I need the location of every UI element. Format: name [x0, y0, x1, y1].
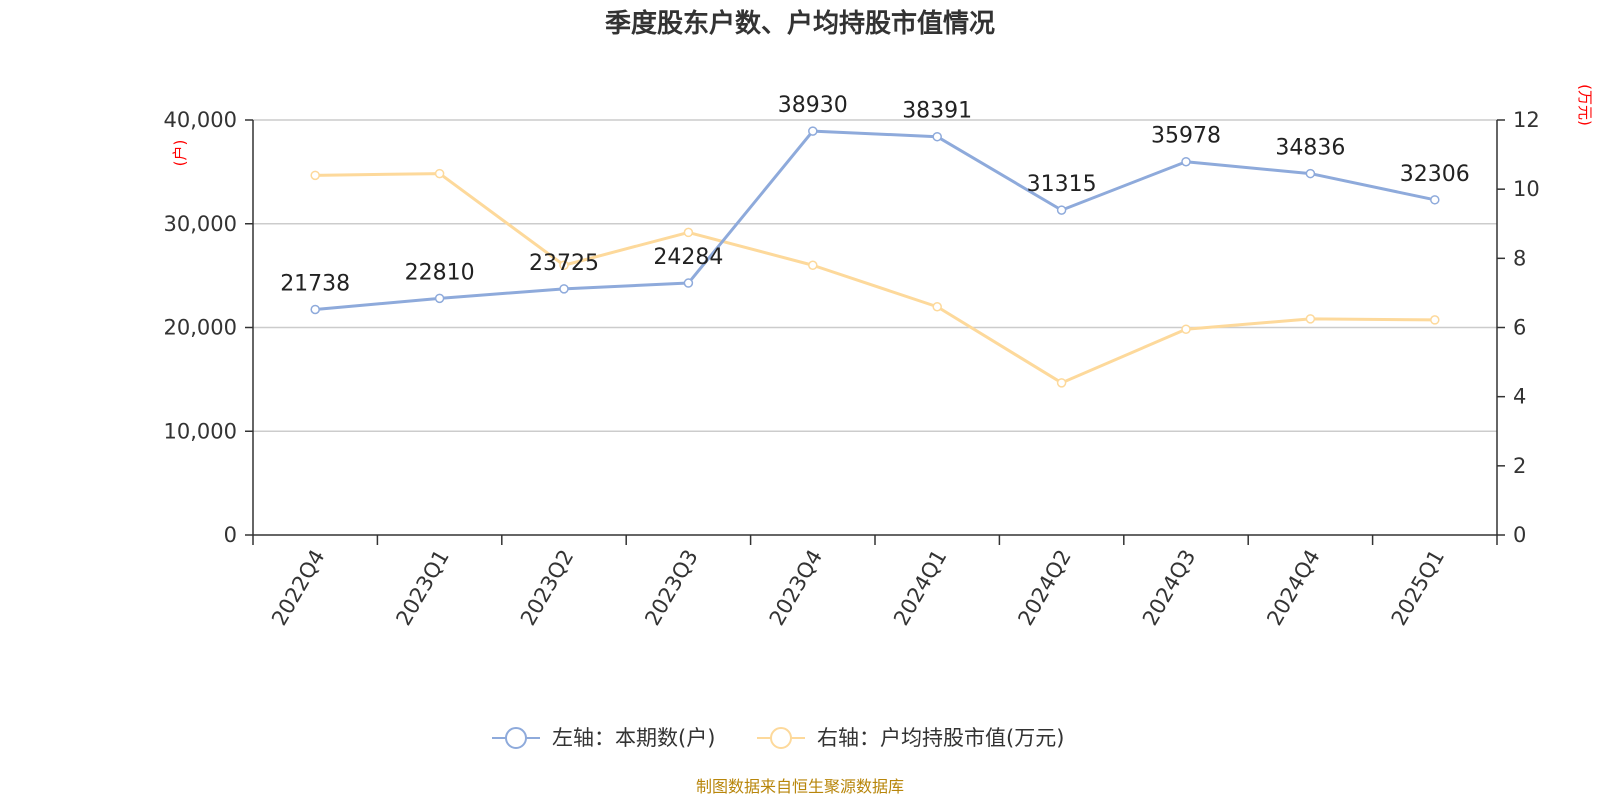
right-tick-label: 8	[1513, 246, 1526, 270]
x-tick-label: 2023Q2	[516, 546, 578, 630]
right-tick-label: 10	[1513, 177, 1540, 201]
data-point[interactable]	[434, 293, 445, 304]
data-label: 21738	[280, 271, 350, 296]
left-tick-label: 40,000	[164, 108, 237, 132]
data-point[interactable]	[1181, 156, 1191, 167]
data-point[interactable]	[1056, 378, 1067, 388]
data-label: 35978	[1151, 124, 1221, 149]
data-point[interactable]	[1305, 168, 1316, 179]
data-point[interactable]	[683, 278, 694, 288]
series-layer	[310, 126, 1440, 388]
right-tick-label: 2	[1513, 454, 1526, 478]
data-label: 32306	[1400, 162, 1470, 187]
data-label: 34836	[1275, 136, 1345, 161]
x-tick-label: 2023Q3	[640, 546, 702, 630]
data-point[interactable]	[559, 260, 569, 270]
left-tick-label: 0	[224, 523, 237, 547]
x-tick-label: 2024Q3	[1138, 546, 1200, 630]
series-line	[315, 172, 1435, 385]
chart-title: 季度股东户数、户均持股市值情况	[605, 8, 995, 39]
x-tick-label: 2023Q1	[391, 546, 453, 630]
x-tick-label: 2022Q4	[267, 546, 329, 630]
series-line	[315, 129, 1436, 311]
legend-item-right[interactable]: 右轴：户均持股市值(万元)	[757, 726, 1064, 750]
legend-label-left: 左轴：本期数(户)	[552, 726, 715, 750]
right-tick-label: 4	[1513, 385, 1526, 409]
x-tick-label: 2024Q2	[1013, 546, 1075, 630]
data-point[interactable]	[808, 260, 818, 270]
right-axis-unit: (万元)	[1576, 84, 1594, 126]
grid-lines	[253, 119, 1497, 432]
x-tick-label: 2024Q1	[889, 546, 951, 630]
legend-circle-icon	[770, 727, 792, 749]
x-tick-label: 2025Q1	[1387, 546, 1449, 630]
data-point[interactable]	[808, 126, 818, 136]
data-label: 23725	[529, 251, 599, 276]
axes: 0 10,000 20,000 30,000 40,000 0 2 4 6 8 10 12 2022Q4…	[164, 108, 1540, 630]
data-point[interactable]	[434, 168, 445, 179]
left-tick-label: 10,000	[164, 419, 237, 443]
data-point[interactable]	[1056, 205, 1067, 215]
data-label: 31315	[1027, 172, 1097, 197]
data-label: 22810	[405, 260, 475, 285]
legend-label-right: 右轴：户均持股市值(万元)	[817, 726, 1064, 750]
data-point[interactable]	[310, 304, 320, 315]
right-tick-label: 12	[1513, 108, 1540, 132]
data-point[interactable]	[932, 302, 942, 312]
data-label: 38930	[778, 93, 848, 118]
data-point[interactable]	[932, 131, 942, 142]
legend-item-left[interactable]: 左轴：本期数(户)	[492, 726, 715, 750]
right-tick-label: 6	[1513, 316, 1526, 340]
data-labels: 21738 22810 23725 24284 38930 38391 31315 35978…	[280, 93, 1470, 296]
legend-circle-icon	[505, 727, 527, 749]
source-note: 制图数据来自恒生聚源数据库	[696, 777, 904, 796]
data-label: 38391	[902, 99, 972, 124]
data-point[interactable]	[1305, 314, 1316, 324]
data-point[interactable]	[310, 170, 320, 181]
left-tick-label: 30,000	[164, 212, 237, 236]
data-point[interactable]	[683, 227, 694, 238]
data-point[interactable]	[1430, 315, 1440, 325]
x-tick-label: 2023Q4	[765, 546, 827, 630]
x-tick-label: 2024Q4	[1262, 546, 1324, 630]
data-point[interactable]	[1181, 324, 1191, 334]
right-tick-label: 0	[1513, 523, 1526, 547]
left-tick-label: 20,000	[164, 316, 237, 340]
data-point[interactable]	[1430, 195, 1440, 205]
legend: 左轴：本期数(户) 右轴：户均持股市值(万元)	[492, 726, 1064, 750]
data-point[interactable]	[559, 284, 569, 294]
left-axis-unit: (户)	[171, 140, 189, 167]
data-label: 24284	[653, 245, 723, 270]
